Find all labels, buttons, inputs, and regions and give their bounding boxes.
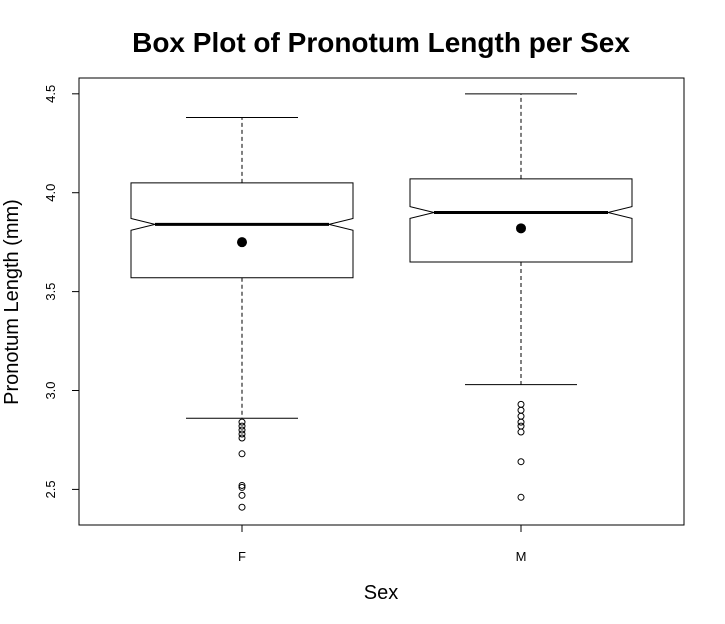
outlier-point bbox=[517, 422, 525, 430]
outlier-point bbox=[238, 483, 246, 491]
mean-point bbox=[516, 223, 526, 234]
outlier-point bbox=[238, 450, 246, 458]
x-axis-label: Sex bbox=[364, 582, 398, 604]
chart-marks: 2.5 3.0 3.5 4.0 4.5 F M bbox=[43, 85, 633, 564]
outlier-point bbox=[517, 493, 525, 501]
y-tick-label: 2.5 bbox=[43, 480, 58, 498]
outlier-point bbox=[238, 491, 246, 499]
outlier-point bbox=[517, 412, 525, 420]
outlier-point bbox=[238, 426, 246, 434]
outlier-point bbox=[238, 503, 246, 511]
mean-point bbox=[237, 237, 247, 248]
outlier-point bbox=[238, 430, 246, 438]
outlier-point bbox=[238, 481, 246, 489]
outlier-point bbox=[238, 434, 246, 442]
x-tick-label: F bbox=[238, 549, 246, 564]
y-tick-label: 4.5 bbox=[43, 85, 58, 103]
x-tick-label: M bbox=[516, 549, 527, 564]
outlier-point bbox=[517, 400, 525, 408]
outlier-point bbox=[238, 418, 246, 426]
notched-box bbox=[409, 178, 633, 263]
y-tick-label: 3.5 bbox=[43, 283, 58, 301]
y-tick-label: 4.0 bbox=[43, 184, 58, 202]
y-tick-label: 3.0 bbox=[43, 381, 58, 399]
plot-frame bbox=[78, 77, 685, 526]
chart-title: Box Plot of Pronotum Length per Sex bbox=[132, 27, 630, 58]
outlier-point bbox=[517, 406, 525, 414]
y-axis-label: Pronotum Length (mm) bbox=[1, 199, 23, 405]
outlier-point bbox=[517, 418, 525, 426]
notched-box bbox=[130, 182, 354, 279]
outlier-point bbox=[517, 458, 525, 466]
outlier-point bbox=[238, 422, 246, 430]
outlier-point bbox=[517, 428, 525, 436]
